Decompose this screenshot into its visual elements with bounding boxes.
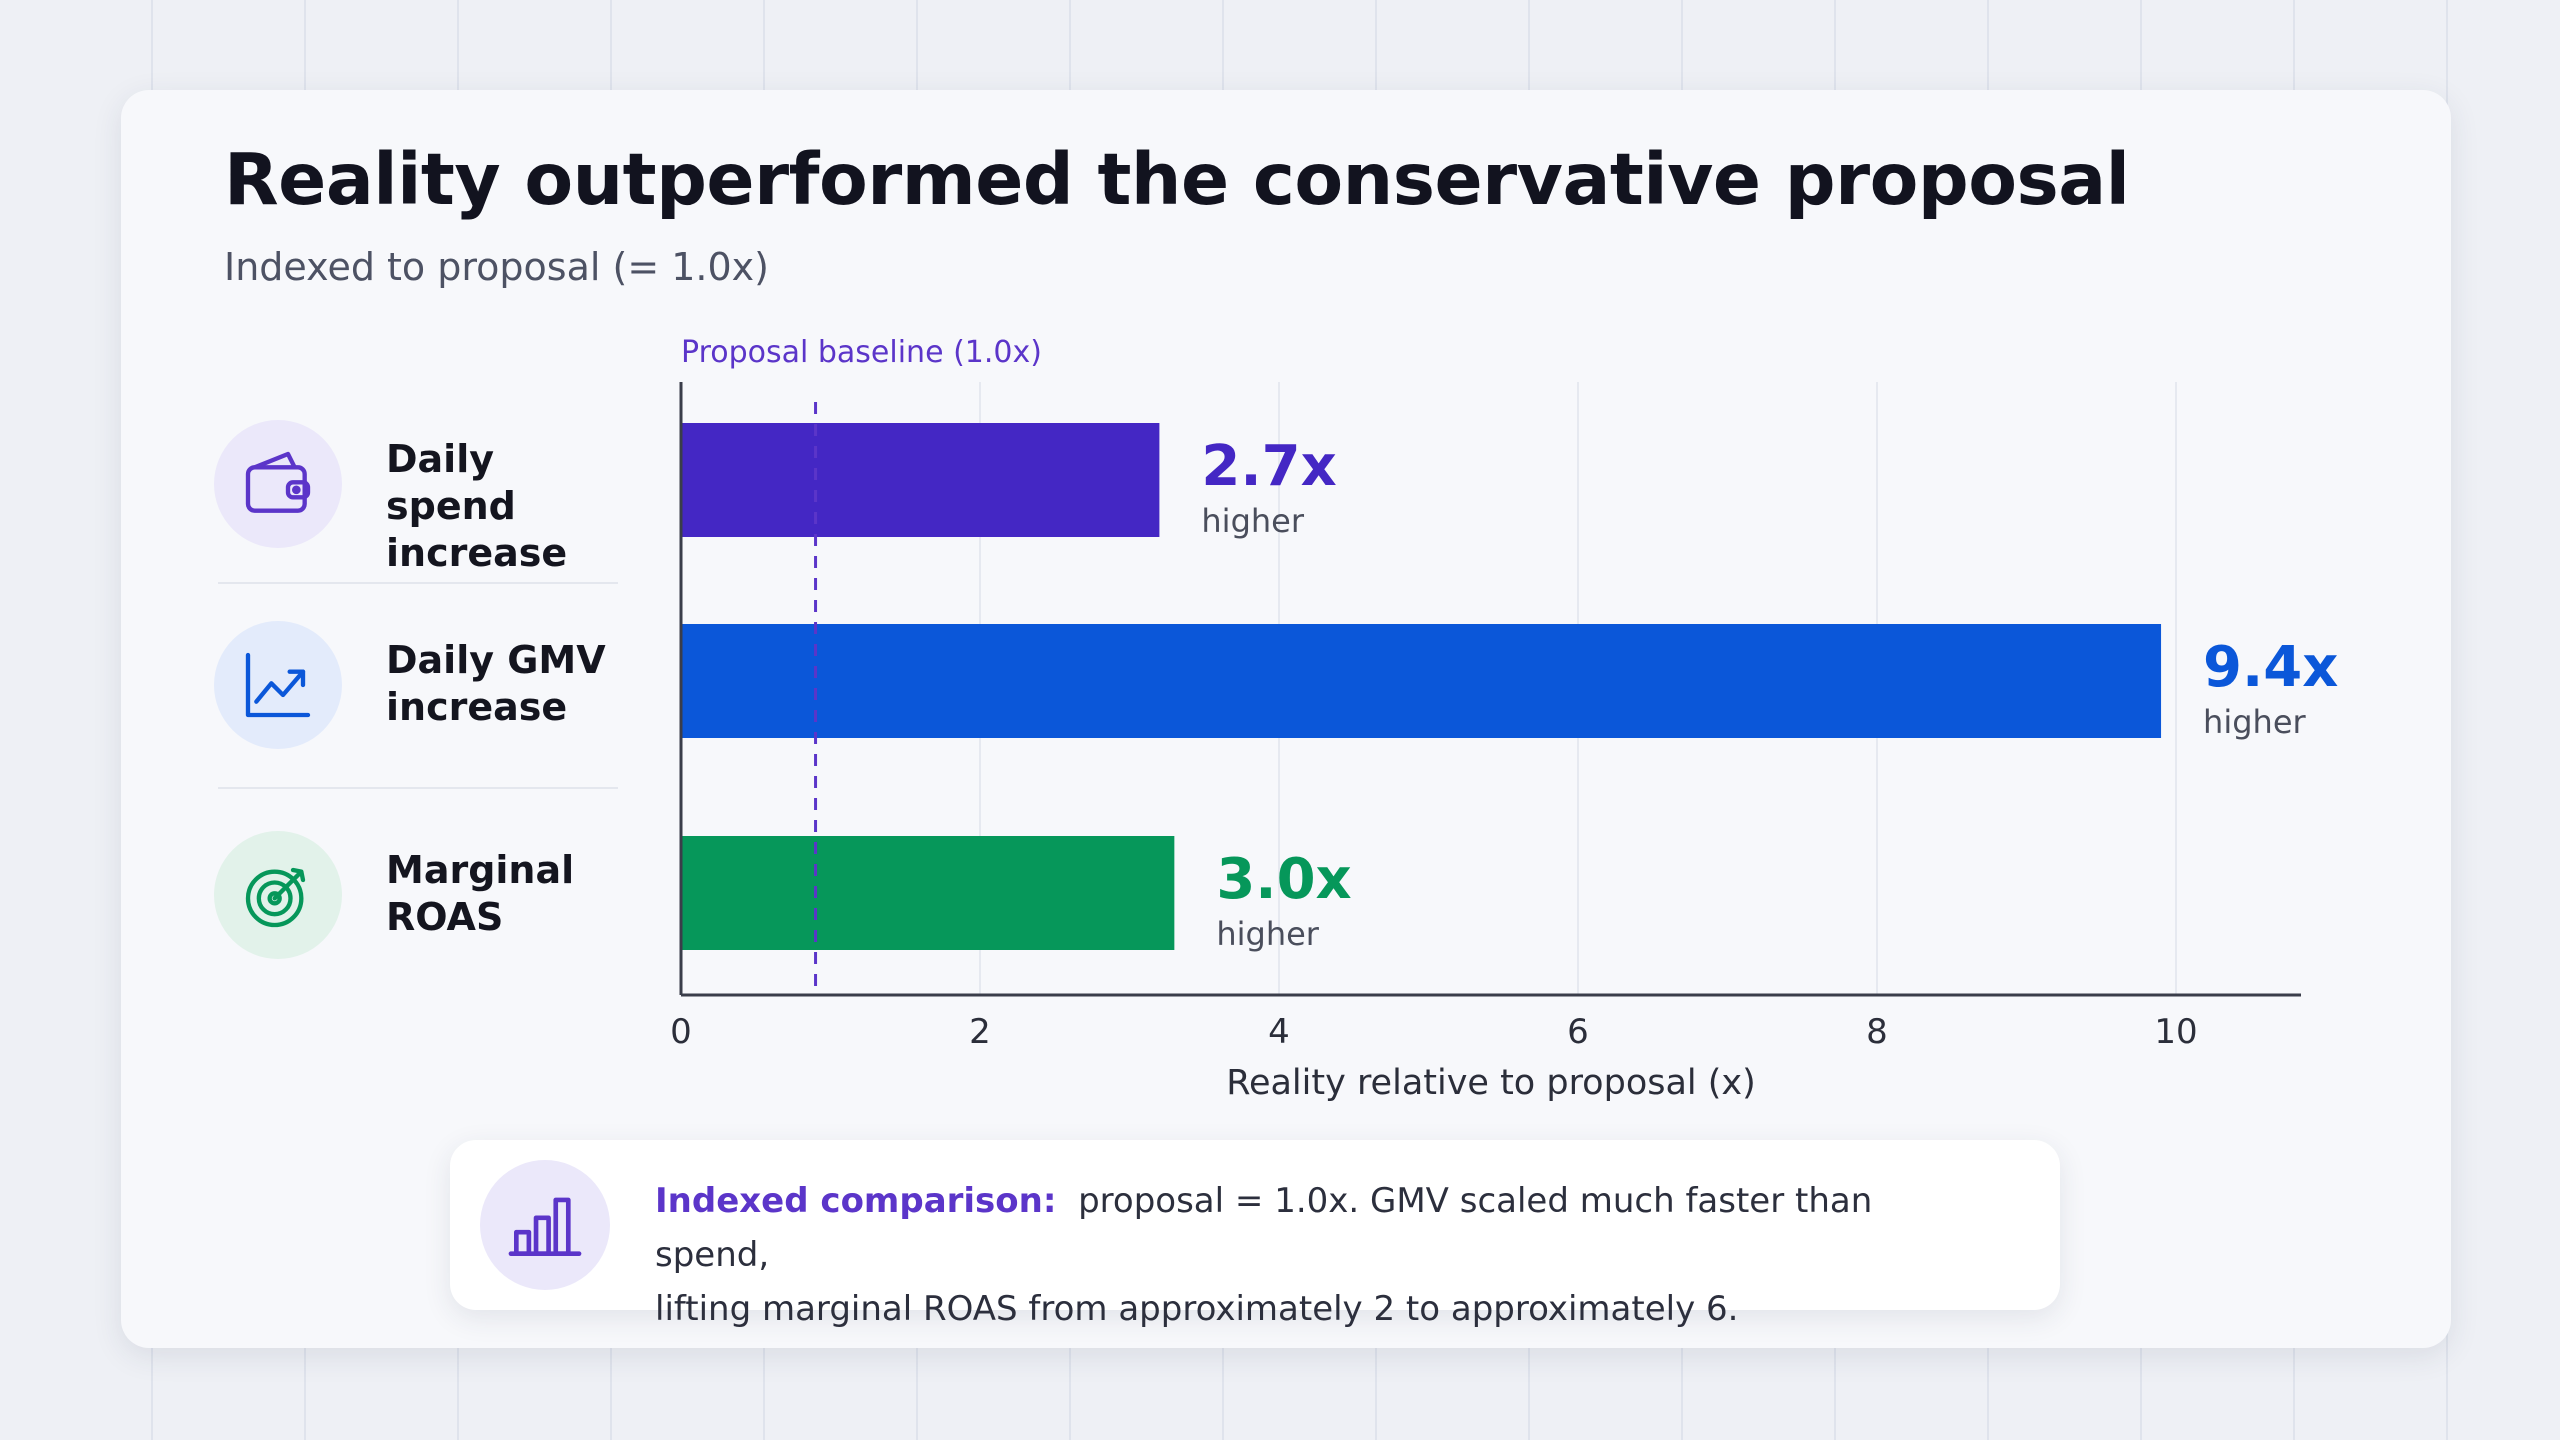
row-label: Daily spend increase (386, 437, 568, 575)
bar (681, 836, 1175, 950)
x-tick-label: 6 (1567, 1012, 1589, 1052)
x-tick-label: 2 (969, 1012, 991, 1052)
bar-chart-icon (480, 1160, 610, 1290)
data-sublabel: higher (1201, 502, 1304, 540)
row-divider (218, 787, 618, 789)
x-tick-label: 10 (2154, 1012, 2197, 1052)
callout-box: Indexed comparison: proposal = 1.0x. GMV… (450, 1140, 2060, 1329)
bar (681, 624, 2162, 738)
row-label: Marginal ROAS (386, 848, 575, 939)
baseline-label: Proposal baseline (1.0x) (681, 335, 1042, 370)
data-label: 9.4x (2203, 635, 2338, 700)
row-daily-gmv: Daily GMV increase (214, 621, 614, 751)
row-daily-spend: Daily spend increase (214, 420, 614, 575)
x-axis-title: Reality relative to proposal (x) (1226, 1063, 1756, 1103)
trend-up-icon (214, 621, 342, 749)
x-tick-label: 4 (1268, 1012, 1290, 1052)
target-icon (214, 831, 342, 959)
data-sublabel: higher (2203, 703, 2306, 741)
x-tick-label: 0 (670, 1012, 692, 1052)
callout-line-1: Indexed comparison: proposal = 1.0x. GMV… (655, 1174, 1995, 1282)
data-label: 3.0x (1216, 847, 1351, 912)
row-marginal-roas: Marginal ROAS (214, 831, 614, 961)
callout-text: Indexed comparison: proposal = 1.0x. GMV… (655, 1174, 1995, 1336)
slide-card: Reality outperformed the conservative pr… (121, 90, 2451, 1348)
data-label: 2.7x (1201, 434, 1336, 499)
page-title: Reality outperformed the conservative pr… (224, 138, 2130, 221)
wallet-icon (214, 420, 342, 548)
row-divider (218, 582, 618, 584)
callout-line-2: lifting marginal ROAS from approximately… (655, 1289, 1739, 1329)
data-sublabel: higher (1216, 915, 1319, 953)
x-tick-label: 8 (1866, 1012, 1888, 1052)
bar (681, 423, 1160, 537)
callout-line-1-text: proposal = 1.0x. GMV scaled much faster … (655, 1181, 1873, 1275)
page-subtitle: Indexed to proposal (= 1.0x) (224, 245, 769, 289)
callout-bold-label: Indexed comparison: (655, 1181, 1057, 1221)
row-label: Daily GMV increase (386, 638, 606, 729)
